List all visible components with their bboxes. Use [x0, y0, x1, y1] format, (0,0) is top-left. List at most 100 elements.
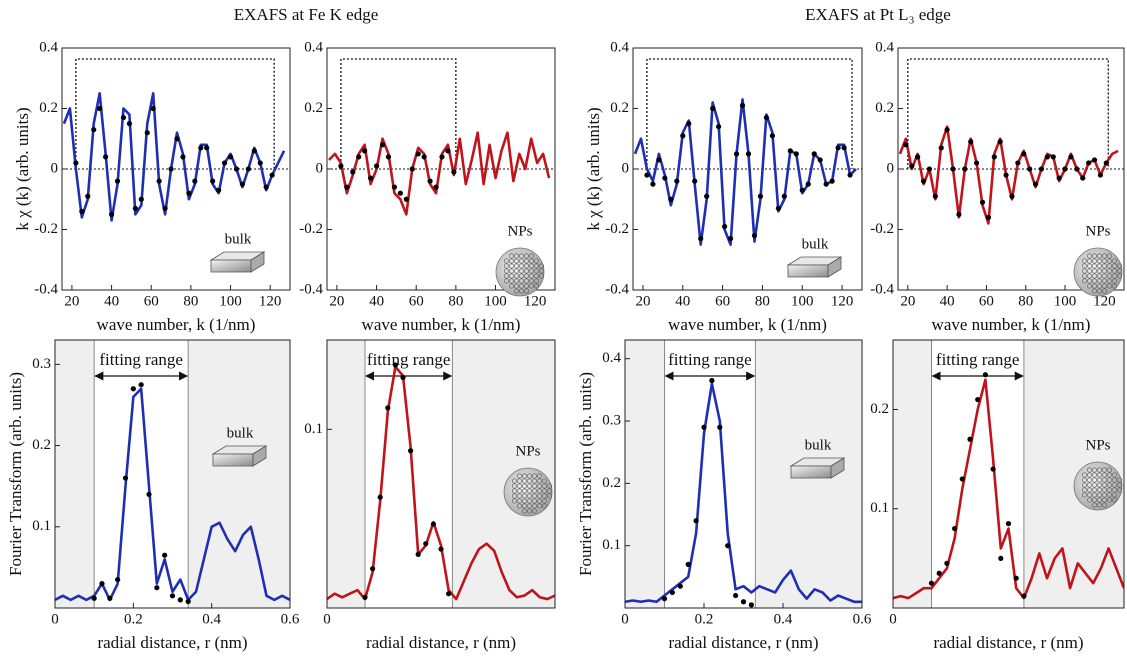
nanoparticle-atom [1097, 253, 1103, 259]
nanoparticle-atom [1117, 273, 1123, 279]
x-tick-label: 40 [940, 293, 955, 309]
nanoparticle [503, 467, 553, 517]
nanoparticle-atom [1107, 487, 1113, 493]
data-point [982, 372, 989, 378]
data-point [391, 184, 398, 190]
nanoparticle-atom [1087, 482, 1093, 488]
data-point [716, 124, 722, 130]
nanoparticle-atom [523, 283, 529, 289]
x-tick-label: 60 [715, 293, 730, 309]
data-point [903, 142, 909, 148]
y-tick-label: 0.4 [875, 39, 894, 55]
nanoparticle-atom [516, 498, 522, 504]
nanoparticle-atom [1097, 477, 1103, 483]
data-point [120, 114, 127, 121]
data-point [1056, 175, 1062, 181]
nanoparticle-atom [538, 268, 544, 274]
x-tick-label: 100 [791, 293, 814, 309]
data-point [739, 102, 746, 109]
x-tick-label: 60 [409, 293, 424, 309]
data-point [433, 184, 439, 190]
nanoparticle-atom [1097, 278, 1103, 284]
nanoparticle-atom [536, 493, 542, 499]
data-point [138, 382, 144, 388]
data-point [269, 172, 275, 178]
annotation: NPs [515, 443, 540, 459]
data-point [1009, 193, 1015, 199]
nanoparticle-atom [541, 483, 547, 489]
nanoparticle-atom [511, 488, 517, 494]
annotation: NPs [507, 223, 532, 239]
panel: fitting range 0.1 0.2 0.3 0 0.2 0.4 0.6 radial d… [6, 339, 300, 652]
data-point [1038, 166, 1045, 172]
data-point [97, 105, 103, 112]
nanoparticle-atom [536, 488, 542, 494]
x-tick-label: 120 [1093, 293, 1116, 309]
nanoparticle-atom [526, 473, 532, 479]
x-tick-label: 120 [831, 293, 854, 309]
nanoparticle-atom [518, 278, 524, 284]
nanoparticle-atom [1117, 268, 1123, 274]
y-axis-label: k χ (k) (arb. units) [584, 107, 603, 230]
nanoparticle-atom [513, 273, 519, 279]
nanoparticle-atom [508, 278, 514, 284]
data-point [692, 178, 698, 184]
nanoparticle-atom [1102, 477, 1108, 483]
nanoparticle-atom [1092, 288, 1098, 294]
nanoparticle-atom [523, 268, 529, 274]
data-point [668, 196, 674, 202]
data-point [1021, 593, 1027, 599]
nanoparticle-atom [1082, 472, 1088, 478]
data-point [192, 178, 198, 184]
data-point [257, 160, 263, 166]
data-point [841, 145, 847, 151]
nanoparticle-atom [536, 478, 542, 484]
nanoparticle-atom [536, 483, 542, 489]
data-point [338, 163, 344, 169]
nanoparticle-atom [531, 503, 537, 509]
data-point [847, 172, 853, 178]
x-tick-label: 0.2 [124, 611, 143, 627]
x-tick-label: 0.6 [853, 611, 872, 627]
nanoparticle-atom [546, 488, 552, 494]
nanoparticle-atom [1092, 477, 1098, 483]
data-point [936, 570, 942, 576]
data-point [967, 436, 973, 442]
outside-range-shade [625, 340, 665, 608]
x-axis-label: wave number, k (1/nm) [97, 315, 256, 334]
data-point [362, 594, 368, 600]
nanoparticle-atom [1092, 273, 1098, 279]
nanoparticle-atom [1082, 477, 1088, 483]
data-point [144, 130, 150, 136]
data-point [1027, 166, 1033, 172]
nanoparticle-atom [1107, 482, 1113, 488]
data-point [1005, 521, 1012, 527]
nanoparticle-atom [1102, 278, 1108, 284]
y-tick-label: 0.4 [610, 39, 629, 55]
nanoparticle-atom [1087, 487, 1093, 493]
nanoparticle-atom [1082, 482, 1088, 488]
annotation: bulk [802, 236, 829, 252]
nanoparticle-atom [1107, 258, 1113, 264]
data-point [1091, 157, 1098, 163]
nanoparticle-atom [516, 473, 522, 479]
nanoparticle-atom [1107, 278, 1113, 284]
data-point [373, 163, 380, 169]
data-point [177, 597, 183, 603]
data-point [722, 223, 728, 230]
nanoparticle-atom [511, 478, 517, 484]
data-point [409, 166, 415, 172]
data-point [421, 154, 427, 160]
nanoparticle-atom [1097, 502, 1103, 508]
bulk-slab [250, 251, 265, 273]
nanoparticle-atom [1107, 253, 1113, 259]
nanoparticle-atom [508, 258, 514, 264]
nanoparticle-atom [1092, 482, 1098, 488]
nanoparticle-atom [531, 478, 537, 484]
data-point [974, 160, 980, 166]
data-point [108, 211, 115, 217]
data-point [122, 475, 129, 481]
